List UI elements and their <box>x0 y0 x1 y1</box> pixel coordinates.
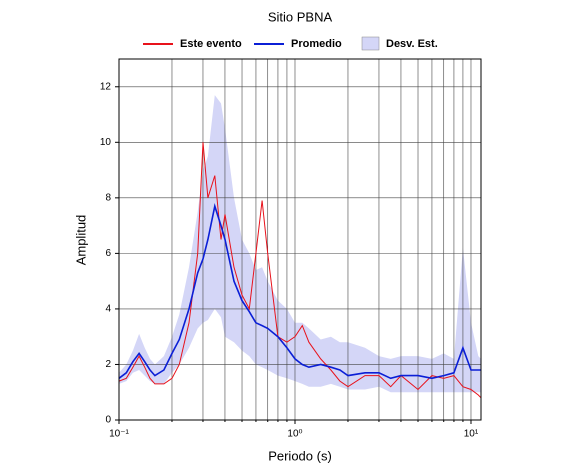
y-tick-label: 4 <box>105 304 111 315</box>
x-tick-label: 10⁰ <box>287 429 302 440</box>
legend-label: Promedio <box>291 38 342 50</box>
y-tick-label: 12 <box>100 81 112 92</box>
y-tick-label: 6 <box>105 248 111 259</box>
series-line <box>118 142 482 399</box>
y-tick-label: 8 <box>105 192 111 203</box>
series-line <box>118 203 481 380</box>
plot-frame <box>118 58 482 421</box>
y-tick-label: 10 <box>100 137 112 148</box>
legend-label: Desv. Est. <box>386 38 438 50</box>
std-band <box>119 95 481 393</box>
y-tick-label: 2 <box>105 359 111 370</box>
x-axis-label: Periodo (s) <box>268 448 332 463</box>
x-tick-label: 10¹ <box>464 429 479 440</box>
chart-title: Sitio PBNA <box>268 9 333 24</box>
legend-label: Este evento <box>180 38 242 50</box>
legend-swatch <box>361 36 380 51</box>
x-tick-label: 10⁻¹ <box>109 429 129 440</box>
y-tick-label: 0 <box>105 415 111 426</box>
y-axis-label: Amplitud <box>73 215 88 266</box>
